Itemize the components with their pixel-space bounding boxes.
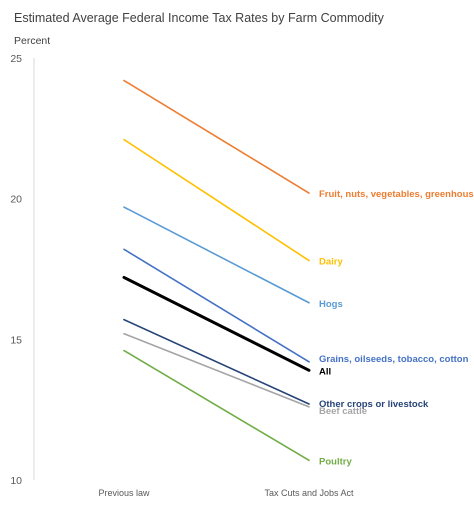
series-label: Poultry: [319, 456, 352, 467]
series-line: [123, 79, 310, 194]
series-line: [123, 349, 310, 462]
x-category-label: Previous law: [98, 488, 150, 498]
series-lines: [122, 79, 311, 462]
y-tick-label: 10: [10, 475, 22, 487]
y-tick-label: 25: [10, 53, 22, 65]
series-label: Hogs: [319, 299, 343, 310]
y-ticks: 10 15 20 25: [10, 53, 22, 487]
series-line: [123, 138, 310, 262]
y-axis-label: Percent: [14, 35, 50, 47]
series-label: Fruit, nuts, vegetables, greenhouse: [319, 189, 474, 200]
series-labels: Fruit, nuts, vegetables, greenhouse Dairy…: [319, 189, 474, 467]
series-line: [123, 206, 310, 304]
series-label: Beef cattle: [319, 406, 367, 417]
chart-title: Estimated Average Federal Income Tax Rat…: [14, 11, 385, 25]
y-tick-label: 20: [10, 194, 22, 206]
series-label: Dairy: [319, 257, 343, 268]
series-label: Other crops or livestock: [319, 399, 429, 410]
series-label: All: [319, 366, 331, 377]
x-category-label: Tax Cuts and Jobs Act: [264, 488, 354, 498]
series-line: [123, 318, 310, 405]
y-tick-label: 15: [10, 334, 22, 346]
series-line: [123, 248, 310, 363]
x-categories: Previous law Tax Cuts and Jobs Act: [98, 488, 354, 498]
series-label: Grains, oilseeds, tobacco, cotton: [319, 354, 469, 365]
series-line: [123, 332, 310, 408]
series-line: [122, 275, 311, 372]
